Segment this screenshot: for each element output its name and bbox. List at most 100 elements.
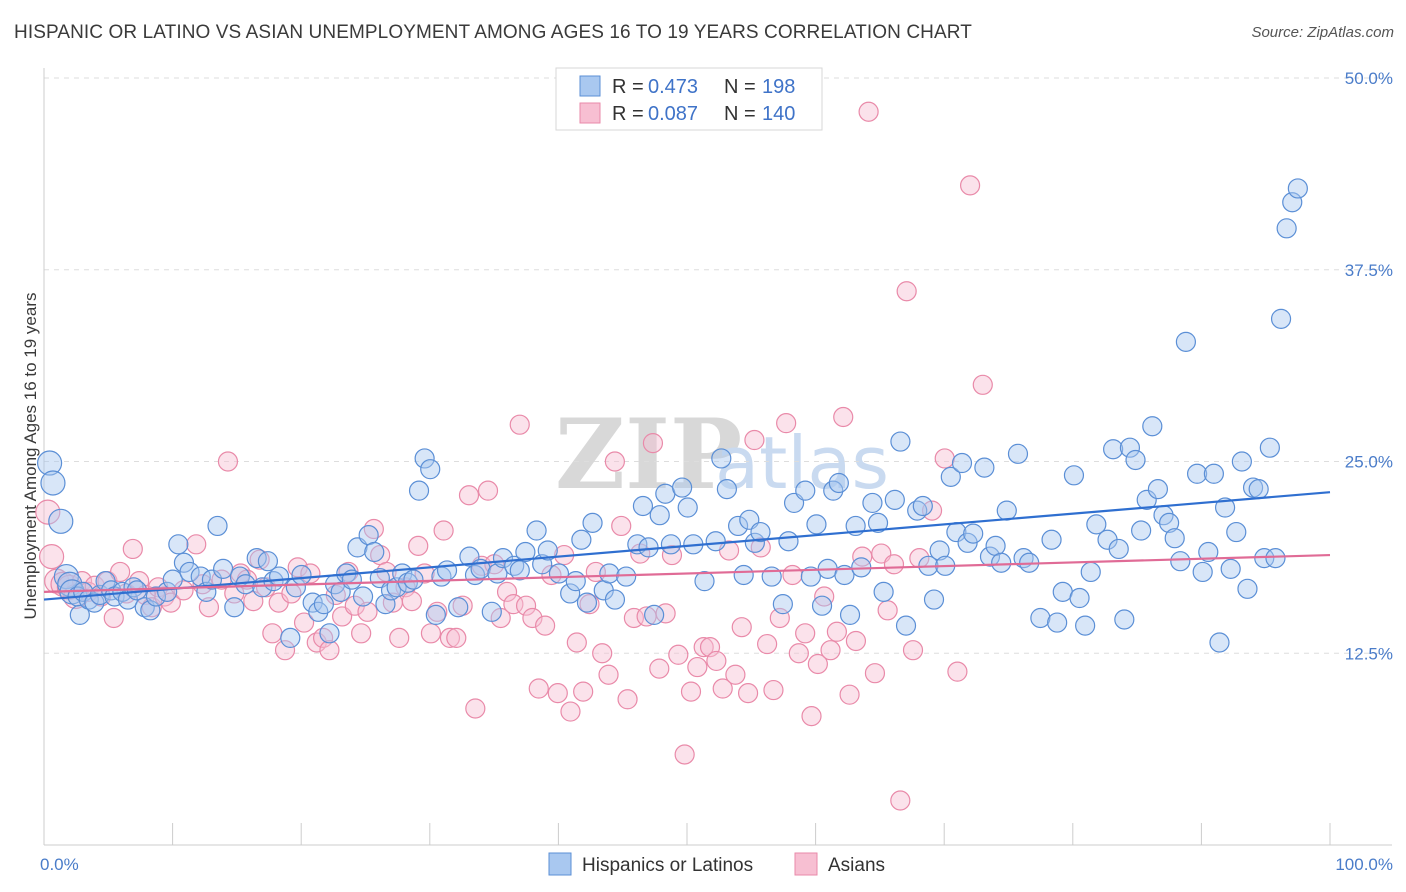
hispanics-point-187 xyxy=(1259,437,1280,458)
asians-point-73 xyxy=(515,595,537,616)
asians-point-115 xyxy=(782,564,803,586)
legend-n-value-1: 198 xyxy=(762,76,795,98)
y-tick-labels: 12.5% 25.0% 37.5% 50.0% xyxy=(1345,69,1393,663)
asians-point-124 xyxy=(839,684,860,705)
hispanics-point-126 xyxy=(867,512,889,533)
asians-point-128 xyxy=(864,663,886,684)
hispanics-point-42 xyxy=(291,564,312,586)
hispanics-point-90 xyxy=(616,566,637,587)
asians-point-22 xyxy=(186,534,207,555)
hispanics-point-170 xyxy=(1159,512,1180,533)
hispanics-point-63 xyxy=(414,448,435,469)
hispanics-point-116 xyxy=(806,514,827,535)
hispanics-point-152 xyxy=(1047,612,1068,633)
hispanics-point-106 xyxy=(733,564,754,586)
hispanics-point-130 xyxy=(895,615,917,636)
hispanics-point-179 xyxy=(1214,497,1236,518)
asians-point-24 xyxy=(198,597,220,618)
hispanics-point-32 xyxy=(224,597,245,618)
hispanics-point-177 xyxy=(1203,463,1224,484)
hispanics-point-173 xyxy=(1175,331,1196,352)
asians-point-38 xyxy=(293,612,315,633)
asians-point-100 xyxy=(687,656,708,678)
asians-point-33 xyxy=(262,623,283,644)
series-legend-asians: Asians xyxy=(828,855,885,876)
asians-point-89 xyxy=(617,689,638,710)
asians-point-119 xyxy=(807,653,828,675)
legend-swatch-pink xyxy=(579,102,601,124)
hispanics-point-108 xyxy=(744,532,765,553)
series-legend-hispanics: Hispanics or Latinos xyxy=(582,855,753,876)
hispanics-point-86 xyxy=(582,512,603,533)
asians-point-71 xyxy=(503,594,524,615)
asians-point-93 xyxy=(642,432,664,454)
hispanics-point-81 xyxy=(548,563,570,584)
hispanics-point-30 xyxy=(207,515,228,537)
hispanics-point-146 xyxy=(996,500,1017,521)
asians-point-123 xyxy=(833,406,854,428)
hispanics-point-139 xyxy=(951,452,973,474)
hispanics-point-182 xyxy=(1231,451,1252,472)
hispanics-point-134 xyxy=(923,589,945,610)
asians-point-109 xyxy=(744,429,765,451)
hispanics-point-150 xyxy=(1030,607,1051,629)
asians-point-106 xyxy=(725,664,746,685)
hispanics-point-97 xyxy=(660,534,682,555)
hispanics-point-61 xyxy=(403,569,424,590)
asians-point-64 xyxy=(458,485,480,506)
asians-point-99 xyxy=(680,681,702,702)
hispanics-point-1 xyxy=(40,470,66,496)
watermark-atlas: atlas xyxy=(715,421,889,505)
hispanics-point-176 xyxy=(1198,541,1219,563)
asians-point-60 xyxy=(433,520,454,541)
asians-point-80 xyxy=(560,701,581,722)
asians-point-82 xyxy=(573,681,594,702)
correlation-legend: R = 0.473 N = 198 R = 0.087 N = 140 xyxy=(555,67,823,131)
hispanics-point-155 xyxy=(1069,587,1090,609)
hispanics-point-21 xyxy=(145,586,167,607)
hispanics-point-132 xyxy=(912,495,933,517)
hispanics-point-84 xyxy=(571,529,592,550)
asians-point-132 xyxy=(890,790,911,811)
hispanics-point-145 xyxy=(991,552,1012,573)
hispanics-point-40 xyxy=(280,627,301,649)
hispanics-point-117 xyxy=(811,595,833,616)
asians-point-47 xyxy=(351,623,372,644)
asians-point-0 xyxy=(35,499,61,525)
asians-point-104 xyxy=(712,678,733,699)
asians-point-55 xyxy=(401,590,423,612)
asians-point-108 xyxy=(737,683,759,704)
asians-point-26 xyxy=(217,451,239,472)
hispanics-point-83 xyxy=(565,571,586,592)
hispanics-point-183 xyxy=(1237,578,1258,599)
hispanics-point-26 xyxy=(179,561,200,583)
asians-point-137 xyxy=(934,448,955,469)
hispanics-point-147 xyxy=(1007,443,1029,464)
hispanics-point-143 xyxy=(979,546,1001,567)
hispanics-point-89 xyxy=(604,589,626,610)
hispanics-point-142 xyxy=(974,457,995,478)
hispanics-point-153 xyxy=(1052,581,1073,602)
asians-point-21 xyxy=(173,580,194,601)
hispanics-point-104 xyxy=(716,479,738,500)
hispanics-point-72 xyxy=(481,601,502,622)
hispanics-point-174 xyxy=(1186,463,1208,484)
asians-point-138 xyxy=(947,661,968,682)
hispanics-point-172 xyxy=(1170,551,1191,572)
chart-title: HISPANIC OR LATINO VS ASIAN UNEMPLOYMENT… xyxy=(14,22,972,43)
hispanics-point-74 xyxy=(492,548,514,569)
hispanics-point-2 xyxy=(48,508,74,534)
hispanics-point-121 xyxy=(834,564,855,586)
watermark-zip: ZIP xyxy=(555,398,742,511)
asians-point-11 xyxy=(103,607,124,629)
x-tick-label-100: 100.0% xyxy=(1335,855,1393,874)
hispanics-point-115 xyxy=(800,566,821,587)
legend-r-value-2: 0.087 xyxy=(648,103,698,125)
hispanics-point-189 xyxy=(1270,308,1292,329)
hispanics-point-171 xyxy=(1164,528,1185,549)
hispanics-point-168 xyxy=(1147,479,1169,500)
asians-point-65 xyxy=(465,698,486,719)
y-tick-label-0: 12.5% xyxy=(1345,644,1393,663)
hispanics-point-52 xyxy=(352,586,374,607)
